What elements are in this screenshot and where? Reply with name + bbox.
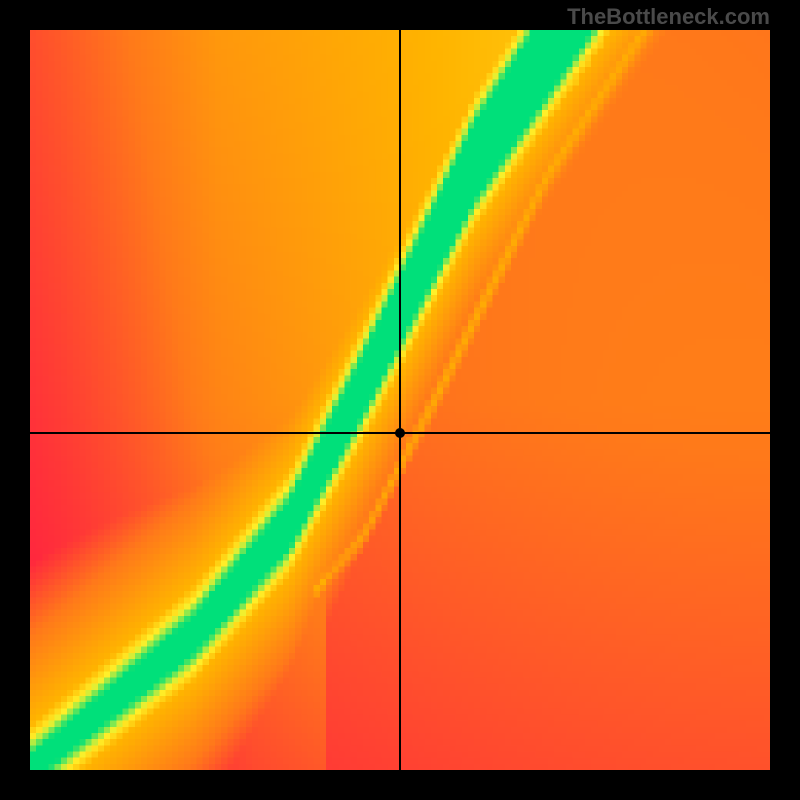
watermark-text: TheBottleneck.com <box>567 4 770 30</box>
plot-area <box>30 30 770 770</box>
marker-dot <box>395 428 405 438</box>
bottleneck-chart: TheBottleneck.com <box>0 0 800 800</box>
crosshair-vertical <box>399 30 401 770</box>
